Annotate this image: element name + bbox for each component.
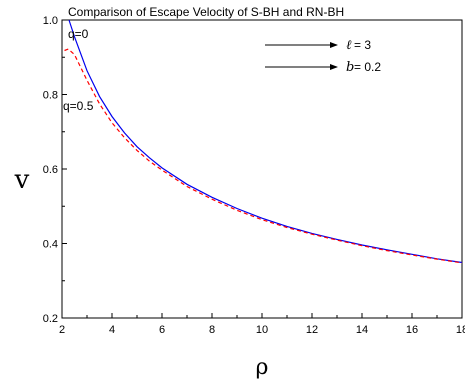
y-axis-label: v <box>14 165 30 195</box>
chart-title: Comparison of Escape Velocity of S-BH an… <box>68 5 344 19</box>
param-ell-value: = 3 <box>354 38 371 52</box>
x-tick-label: 2 <box>59 324 65 336</box>
x-tick-label: 18 <box>456 324 465 336</box>
x-tick-label: 12 <box>306 324 318 336</box>
series-line-q05 <box>64 48 463 264</box>
x-tick-label: 16 <box>406 324 418 336</box>
x-tick-label: 14 <box>356 324 368 336</box>
series-lines <box>64 19 463 264</box>
x-axis-ticks: 2 4 6 8 10 12 14 16 18 <box>59 313 465 336</box>
series-line-q0 <box>68 19 463 264</box>
y-tick-label: 1.0 <box>43 15 58 27</box>
y-tick-label: 0.4 <box>43 239 58 251</box>
y-tick-label: 0.2 <box>43 313 58 325</box>
y-tick-label: 0.8 <box>43 90 58 102</box>
series-label-q0: q=0 <box>68 27 89 41</box>
x-axis-label: ρ <box>256 355 269 380</box>
x-tick-label: 4 <box>109 324 115 336</box>
param-b-symbol: b <box>346 60 354 75</box>
y-tick-label: 0.6 <box>43 164 58 176</box>
x-tick-label: 10 <box>256 324 268 336</box>
param-ell-symbol: ℓ <box>346 38 352 53</box>
x-tick-label: 6 <box>159 324 165 336</box>
series-label-q05: q=0.5 <box>63 99 94 113</box>
param-b-value: = 0.2 <box>354 60 381 74</box>
y-axis-ticks: 0.2 0.4 0.6 0.8 1.0 <box>43 15 67 325</box>
x-tick-label: 8 <box>209 324 215 336</box>
